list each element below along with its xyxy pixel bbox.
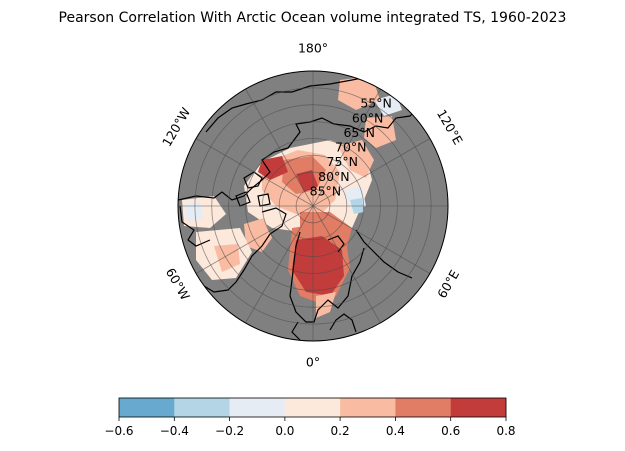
meridian-line xyxy=(312,138,431,207)
meridian-line xyxy=(312,205,431,274)
latitude-label: 70°N xyxy=(335,140,367,155)
longitude-label: 120°E xyxy=(434,107,466,148)
latitude-labels: 55°N60°N65°N70°N75°N80°N85°N xyxy=(310,96,392,199)
colorbar-tick-label: 0.2 xyxy=(331,424,350,438)
colorbar-tick-label: −0.6 xyxy=(104,424,133,438)
colorbar-bin xyxy=(450,398,507,417)
polar-map: 55°N60°N65°N70°N75°N80°N85°N 180° 120°E 60… xyxy=(159,41,466,370)
latitude-label: 65°N xyxy=(343,125,375,140)
latitude-label: 80°N xyxy=(318,169,350,184)
colorbar-frame xyxy=(118,397,507,418)
meridian-line xyxy=(312,205,381,324)
hudson-patch-neg xyxy=(184,202,204,222)
latitude-label: 60°N xyxy=(352,110,384,125)
latitude-label: 75°N xyxy=(327,154,359,169)
colorbar-tick-label: 0.4 xyxy=(386,424,405,438)
longitude-label: 120°W xyxy=(159,105,193,149)
ocean-patch-mid-2 xyxy=(338,140,374,178)
colorbar-tick-label: 0.8 xyxy=(496,424,515,438)
longitude-label: 0° xyxy=(306,355,320,370)
meridian-line xyxy=(312,88,381,207)
latitude-label: 85°N xyxy=(310,183,342,198)
colorbar-bin xyxy=(284,398,341,417)
colorbar-bin xyxy=(174,398,230,417)
labrador-patch-mid xyxy=(214,244,240,272)
map-boundary xyxy=(177,70,449,342)
map-title: Pearson Correlation With Arctic Ocean vo… xyxy=(58,10,567,26)
bering-patch-mid xyxy=(338,76,380,110)
latitude-label: 55°N xyxy=(360,96,392,111)
ocean-patch-max xyxy=(258,156,288,180)
ocean-patch-max-2 xyxy=(296,170,318,192)
colorbar-bin xyxy=(229,398,286,417)
colorbar-bin xyxy=(340,398,396,417)
longitude-label: 60°E xyxy=(434,267,462,301)
meridian-line xyxy=(195,138,314,207)
longitude-label: 60°W xyxy=(163,265,193,302)
meridian-line xyxy=(195,205,314,274)
colorbar-bin xyxy=(395,398,452,417)
colorbar-tick-label: −0.4 xyxy=(160,424,189,438)
colorbar-bin xyxy=(119,398,175,417)
atlantic-patch-max xyxy=(292,236,344,296)
colorbar-tick-label: 0.6 xyxy=(441,424,460,438)
graticule xyxy=(178,71,448,341)
longitude-label: 180° xyxy=(298,41,328,56)
colorbar-tick-label: −0.2 xyxy=(215,424,244,438)
colorbar-tick-label: 0.0 xyxy=(275,424,294,438)
atlantic-patch-light xyxy=(316,292,336,318)
meridian-line xyxy=(245,205,314,324)
baffin-patch xyxy=(244,218,272,252)
meridian-line xyxy=(245,88,314,207)
bering-patch-neg xyxy=(374,94,402,116)
coastlines xyxy=(178,75,421,341)
colorbar: −0.6 −0.4 −0.2 0.0 0.2 0.4 0.6 0.8 xyxy=(104,397,516,438)
